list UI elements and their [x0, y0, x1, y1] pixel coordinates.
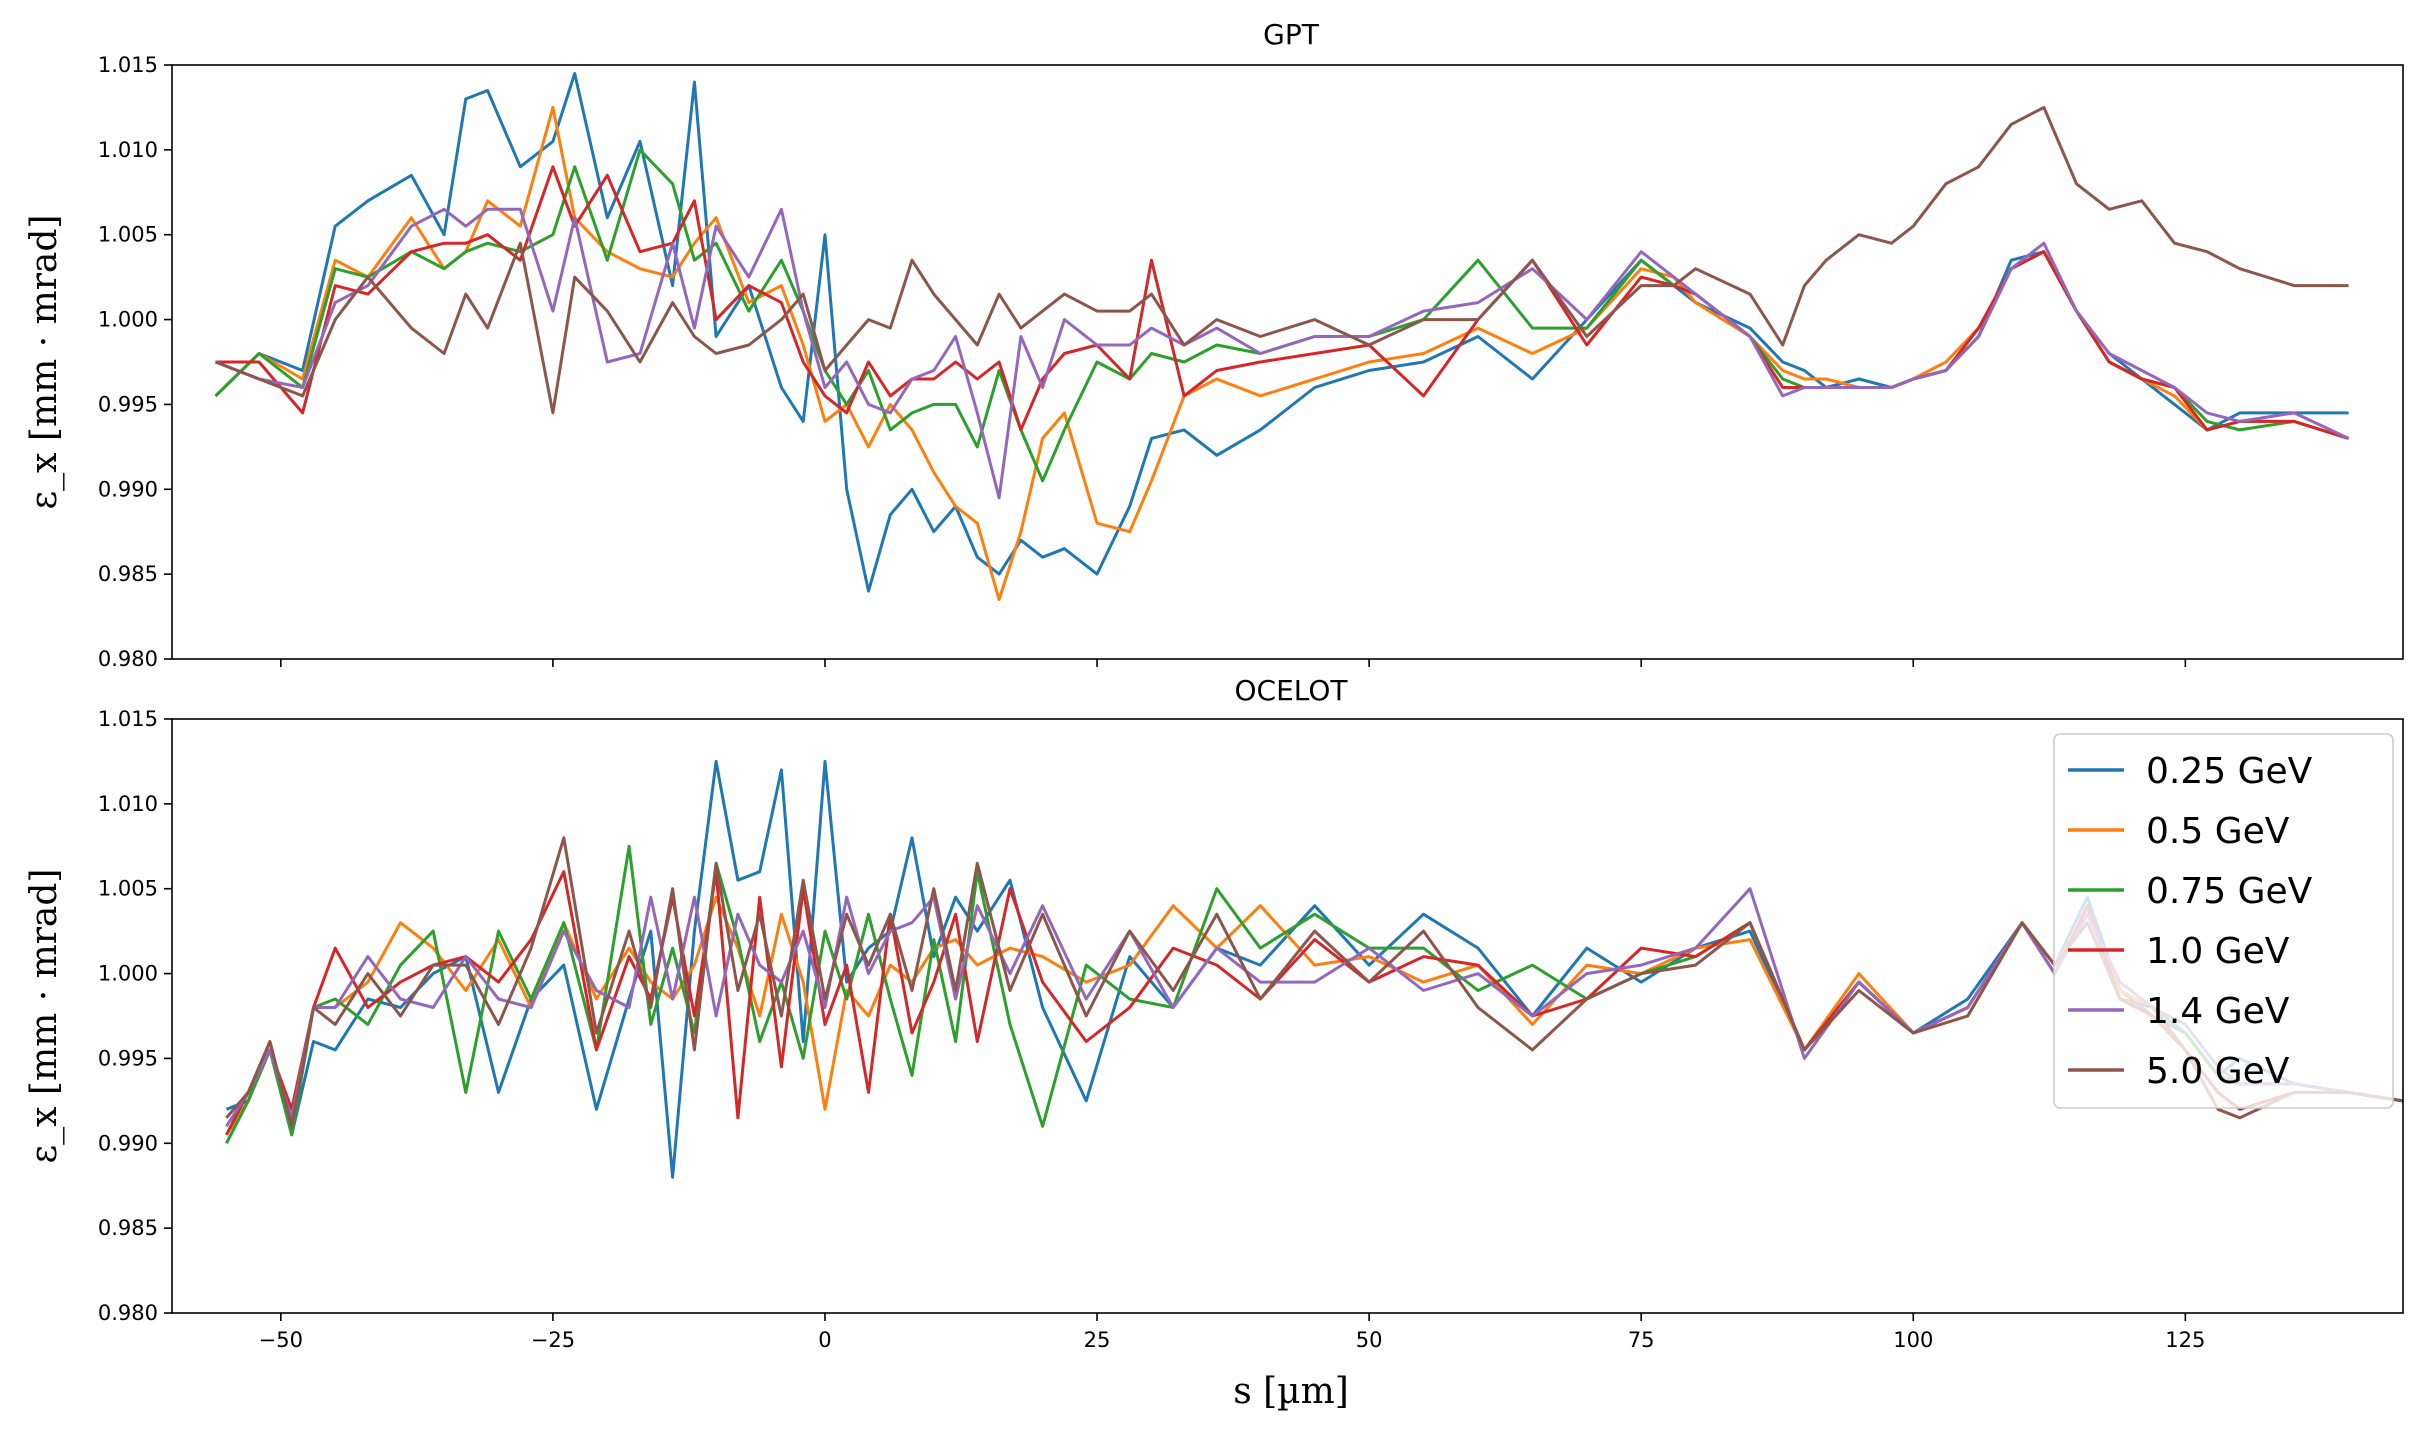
- gpt-y-tick-label: 1.000: [98, 308, 158, 332]
- gpt-y-tick-label: 1.010: [98, 138, 158, 162]
- ocelot-y-tick-label: 1.010: [98, 792, 158, 816]
- gpt-y-axis-label: ε_x [mm · mrad]: [24, 215, 65, 510]
- ocelot-y-tick-label: 0.990: [98, 1131, 158, 1155]
- ocelot-y-tick-label: 1.015: [98, 707, 158, 731]
- ocelot-panel: OCELOT 0.980 0.985 0.990 0.995 1.000 1.005 1.0…: [24, 674, 2404, 1412]
- legend-box: [2053, 733, 2394, 1109]
- legend: 0.25 GeV 0.5 GeV 0.75 GeV 1.0 GeV 1.4 GeV 5.0…: [2053, 733, 2394, 1109]
- ocelot-x-tick-label: −50: [259, 1328, 303, 1352]
- gpt-panel-title: GPT: [1263, 18, 1320, 51]
- legend-label-0-25-gev: 0.25 GeV: [2146, 751, 2313, 792]
- ocelot-y-tick-label: 0.995: [98, 1046, 158, 1070]
- ocelot-y-ticks: 0.980 0.985 0.990 0.995 1.000 1.005 1.010 1.015: [98, 707, 172, 1325]
- ocelot-y-tick-label: 0.985: [98, 1216, 158, 1240]
- ocelot-x-tick-label: 75: [1628, 1328, 1655, 1352]
- legend-label-1-0-gev: 1.0 GeV: [2146, 931, 2290, 972]
- ocelot-x-tick-label: 100: [1893, 1328, 1933, 1352]
- gpt-series-5-0-gev: [214, 105, 2349, 415]
- ocelot-x-tick-label: 25: [1084, 1328, 1111, 1352]
- gpt-series-0-5-gev: [214, 105, 2350, 602]
- legend-label-0-5-gev: 0.5 GeV: [2146, 811, 2290, 852]
- legend-label-0-75-gev: 0.75 GeV: [2146, 871, 2313, 912]
- gpt-x-ticks: [280, 659, 2187, 667]
- gpt-panel: GPT 0.980 0.985 0.990 0.995 1.000 1.005 1.010 1…: [24, 18, 2404, 671]
- gpt-y-tick-label: 1.005: [98, 223, 158, 247]
- gpt-y-ticks: 0.980 0.985 0.990 0.995 1.000 1.005 1.010 1.015: [98, 53, 172, 671]
- ocelot-x-ticks: −50 −25 0 25 50 75 100 125: [259, 1313, 2205, 1352]
- gpt-plot-frame: [171, 64, 2404, 660]
- ocelot-y-tick-label: 1.005: [98, 877, 158, 901]
- ocelot-x-tick-label: 125: [2165, 1328, 2205, 1352]
- ocelot-x-tick-label: −25: [531, 1328, 575, 1352]
- gpt-y-tick-label: 1.015: [98, 53, 158, 77]
- ocelot-series-5-0-gev: [225, 836, 2403, 1128]
- ocelot-plot-frame: [171, 718, 2404, 1314]
- ocelot-y-tick-label: 0.980: [98, 1301, 158, 1325]
- ocelot-x-tick-label: 50: [1356, 1328, 1383, 1352]
- ocelot-series-layer: [225, 759, 2403, 1179]
- ocelot-y-tick-label: 1.000: [98, 962, 158, 986]
- ocelot-panel-title: OCELOT: [1234, 674, 1348, 707]
- gpt-series-1-4-gev: [214, 207, 2350, 500]
- gpt-y-tick-label: 0.995: [98, 392, 158, 416]
- gpt-y-tick-label: 0.990: [98, 477, 158, 501]
- ocelot-x-axis-label: s [µm]: [1233, 1371, 1349, 1412]
- legend-label-1-4-gev: 1.4 GeV: [2146, 991, 2290, 1032]
- gpt-y-tick-label: 0.985: [98, 562, 158, 586]
- ocelot-y-axis-label: ε_x [mm · mrad]: [24, 869, 65, 1164]
- gpt-series-layer: [214, 72, 2350, 602]
- legend-label-5-0-gev: 5.0 GeV: [2146, 1051, 2290, 1092]
- gpt-y-tick-label: 0.980: [98, 647, 158, 671]
- ocelot-x-tick-label: 0: [818, 1328, 831, 1352]
